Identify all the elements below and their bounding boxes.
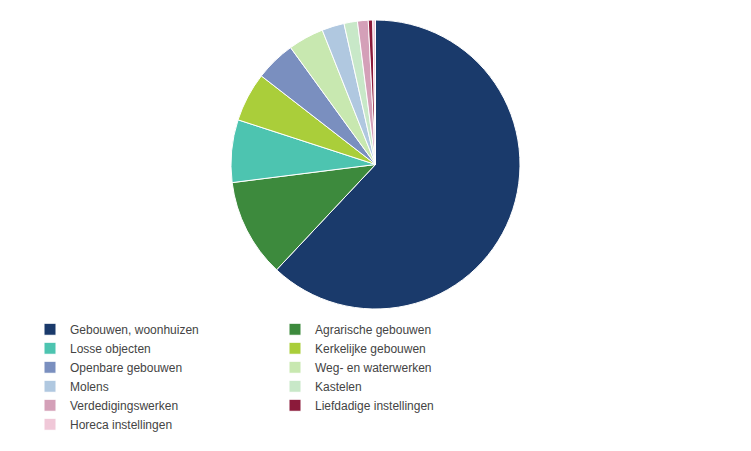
svg-text:Molens: Molens <box>70 380 109 394</box>
svg-text:Agrarische gebouwen: Agrarische gebouwen <box>315 323 431 337</box>
svg-text:Kastelen: Kastelen <box>315 380 362 394</box>
svg-text:Gebouwen, woonhuizen: Gebouwen, woonhuizen <box>70 323 199 337</box>
svg-text:Openbare gebouwen: Openbare gebouwen <box>70 361 182 375</box>
svg-text:Verdedigingswerken: Verdedigingswerken <box>70 399 178 413</box>
svg-text:Kerkelijke gebouwen: Kerkelijke gebouwen <box>315 342 426 356</box>
svg-text:Horeca instellingen: Horeca instellingen <box>70 418 172 432</box>
svg-text:Weg- en waterwerken: Weg- en waterwerken <box>315 361 432 375</box>
svg-text:Losse objecten: Losse objecten <box>70 342 151 356</box>
svg-text:Liefdadige instellingen: Liefdadige instellingen <box>315 399 434 413</box>
